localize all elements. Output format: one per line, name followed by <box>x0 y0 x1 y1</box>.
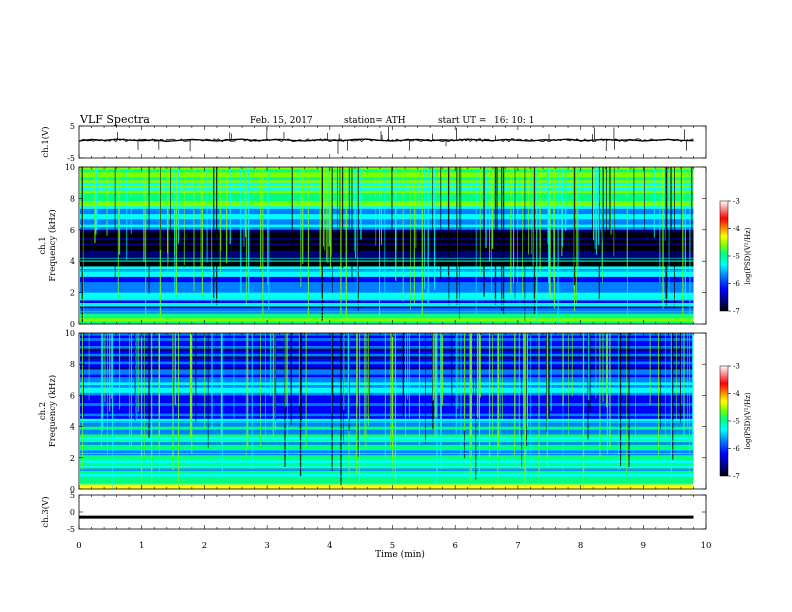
ch1-colorbar: -3 -4 -5 -6 -7 log(PSD)(V²/Hz) <box>719 198 752 316</box>
figure-title: VLF Spectra <box>79 113 150 126</box>
ch2-colorbar-tick: -7 <box>733 473 740 481</box>
ch3-ytick-label: -5 <box>67 525 75 534</box>
date-label: Feb. 15, 2017 <box>250 116 313 126</box>
sp1-ytick-label: 0 <box>70 320 75 329</box>
x-axis-label: Time (min) <box>375 549 425 560</box>
x-tick-label: 8 <box>578 541 583 551</box>
ch1-colorbar-label: log(PSD)(V²/Hz) <box>744 227 752 284</box>
sp1-heatmap <box>80 167 694 325</box>
start-ut-label: start UT = <box>438 116 486 126</box>
sp2-ytick-label: 6 <box>70 391 75 400</box>
sp2-ytick-label: 8 <box>70 360 75 369</box>
sp1-ytick-label: 2 <box>70 289 75 298</box>
x-tick-label: 6 <box>452 541 457 551</box>
ch1-trace-detail <box>78 138 694 143</box>
sp2-ytick-label: 10 <box>65 329 75 338</box>
x-tick-label: 9 <box>641 541 646 551</box>
sp2-ytick-label: 4 <box>70 423 75 432</box>
ch3-ytick-label: 0 <box>70 508 75 517</box>
sp2-ytick-label: 2 <box>70 454 75 463</box>
station-label: station= ATH <box>344 116 406 126</box>
sp1-ytick-label: 6 <box>70 226 75 235</box>
ch1-ylabel: ch.1(V) <box>40 126 51 157</box>
ch2-colorbar-label: log(PSD)(V²/Hz) <box>744 392 752 449</box>
ch2-colorbar: -3 -4 -5 -6 -7 log(PSD)(V²/Hz) <box>719 363 752 481</box>
ch3-ylabel: ch.3(V) <box>40 496 51 527</box>
ch1-ytick-label: 5 <box>70 122 75 131</box>
ch1-colorbar-tick: -5 <box>733 253 740 261</box>
ch1-spectrogram-panel: 0 2 4 6 8 10 ch.1 Frequency (kHz) <box>38 163 707 329</box>
ch2-colorbar-tick: -5 <box>733 418 740 426</box>
ch1-colorbar-tick: -4 <box>733 225 740 233</box>
ch1-waveform-panel: 5 -5 ch.1(V) <box>40 122 707 163</box>
ch2-colorbar-tick: -3 <box>733 363 740 371</box>
ch3-ytick-label: 5 <box>70 491 75 500</box>
x-tick-label: 5 <box>390 541 395 551</box>
sp2-ylabel: Frequency (kHz) <box>47 375 58 447</box>
ch1-colorbar-tick: -6 <box>733 280 740 288</box>
x-tick-label: 3 <box>264 541 269 551</box>
ch2-colorbar-tick: -6 <box>733 445 740 453</box>
ch1-ytick-label: -5 <box>67 154 75 163</box>
ch3-frame <box>78 494 707 530</box>
time-axis: 0 1 2 3 4 5 6 7 8 9 10 <box>76 541 711 551</box>
sp1-ytick-label: 8 <box>70 194 75 203</box>
x-tick-label: 2 <box>202 541 207 551</box>
sp2-ylabel: ch.2 <box>38 402 48 420</box>
sp2-heatmap <box>80 333 694 490</box>
ch2-colorbar-gradient <box>719 365 729 477</box>
sp2-ytick-label: 0 <box>70 485 75 494</box>
start-ut-value: 16: 10: 1 <box>494 116 534 126</box>
x-tick-label: 10 <box>701 541 712 551</box>
ch2-spectrogram-panel: 0 2 4 6 8 10 ch.2 Frequency (kHz) <box>38 329 707 494</box>
sp1-ylabel: ch.1 <box>38 236 48 254</box>
ch2-colorbar-tick: -4 <box>733 390 740 398</box>
ch3-waveform-panel: 5 0 -5 ch.3(V) <box>40 491 707 534</box>
ch1-frame <box>78 125 707 159</box>
x-tick-label: 0 <box>76 541 81 551</box>
sp1-ylabel: Frequency (kHz) <box>47 209 58 281</box>
x-tick-label: 7 <box>515 541 520 551</box>
x-tick-label: 4 <box>327 541 332 551</box>
sp1-ytick-label: 4 <box>70 257 75 266</box>
ch1-colorbar-tick: -3 <box>733 198 740 206</box>
sp1-ytick-label: 10 <box>65 163 75 172</box>
x-tick-label: 1 <box>139 541 144 551</box>
ch1-colorbar-gradient <box>719 200 729 312</box>
ch1-colorbar-tick: -7 <box>733 308 740 316</box>
